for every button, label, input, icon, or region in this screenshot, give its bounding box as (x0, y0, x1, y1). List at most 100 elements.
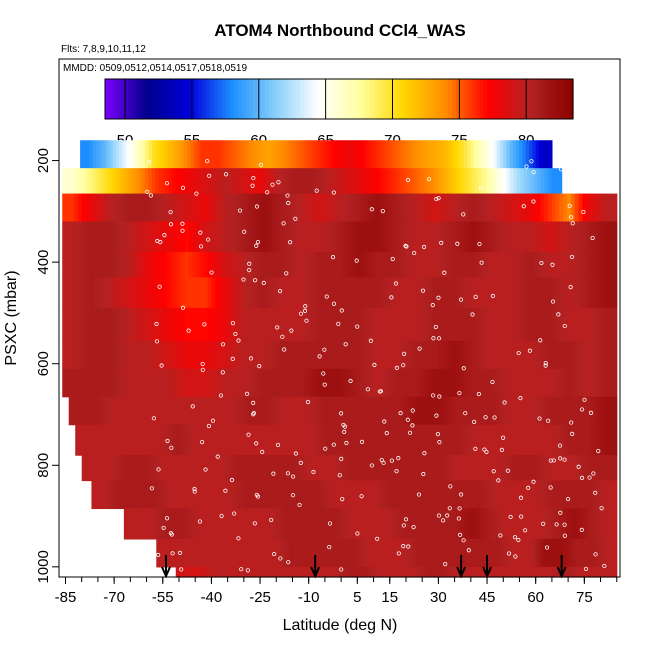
sample-point (508, 514, 513, 520)
heatmap-cell (585, 538, 589, 568)
heatmap-cell (429, 251, 434, 278)
heatmap-cell (500, 424, 506, 456)
heatmap-cell (184, 538, 189, 568)
heatmap-cell (418, 424, 424, 456)
heatmap-cell (253, 368, 258, 398)
colorbar-segment (557, 79, 562, 119)
heatmap-cell (558, 168, 563, 195)
heatmap-cell (207, 455, 212, 482)
heatmap-cell (268, 340, 274, 370)
y-tick-label: 1000 (35, 550, 52, 583)
sample-point (421, 471, 426, 477)
heatmap-cell (468, 480, 473, 510)
heatmap-cell (134, 307, 140, 342)
colorbar-segment (300, 79, 305, 119)
heatmap-cell (332, 424, 338, 456)
heatmap-cell (590, 396, 595, 426)
heatmap-cell (326, 193, 331, 223)
heatmap-cell (381, 424, 386, 456)
heatmap-cell (137, 455, 142, 482)
heatmap-cell (439, 455, 444, 482)
sample-point (543, 360, 548, 366)
heatmap-cell (483, 538, 488, 568)
heatmap-cell (593, 368, 599, 398)
heatmap-cell (446, 480, 451, 510)
heatmap-cell (330, 538, 335, 568)
heatmap-cell (233, 140, 237, 169)
heatmap-cell (259, 140, 263, 169)
heatmap-cell (437, 340, 442, 370)
heatmap-cell (222, 508, 227, 540)
heatmap-cell (340, 140, 345, 169)
sample-point (322, 347, 327, 352)
heatmap-cell (567, 221, 572, 253)
heatmap-cell (250, 396, 255, 426)
sample-point (407, 430, 413, 435)
heatmap-cell (226, 340, 232, 370)
heatmap-cell (236, 455, 241, 482)
heatmap-cell (570, 221, 576, 253)
heatmap-cell (213, 140, 218, 169)
heatmap-cell (364, 566, 368, 578)
sample-point (375, 536, 380, 541)
heatmap-cell (388, 566, 393, 578)
heatmap-cell (574, 340, 580, 370)
heatmap-cell (229, 455, 234, 482)
heatmap-cell (181, 508, 186, 540)
heatmap-cell (341, 368, 346, 398)
heatmap-cell (364, 368, 369, 398)
sample-point (569, 420, 574, 425)
heatmap-cell (142, 340, 147, 370)
heatmap-cell (334, 168, 339, 195)
heatmap-cell (491, 455, 496, 482)
heatmap-cell (97, 424, 102, 456)
heatmap-cell (287, 480, 292, 510)
heatmap-cell (605, 251, 610, 278)
heatmap-cell (184, 307, 190, 342)
heatmap-cell (324, 566, 329, 578)
heatmap-cell (291, 368, 297, 398)
heatmap-cell (322, 307, 327, 342)
heatmap-cell (431, 396, 436, 426)
heatmap-cell (402, 307, 408, 342)
heatmap-cell (536, 340, 541, 370)
heatmap-cell (85, 277, 90, 309)
heatmap-cell (181, 538, 186, 568)
heatmap-cell (89, 368, 94, 398)
heatmap-cell (203, 140, 208, 169)
heatmap-cell (240, 455, 245, 482)
sample-point (593, 490, 598, 495)
heatmap-cell (506, 140, 511, 169)
heatmap-cell (378, 396, 384, 426)
heatmap-cell (287, 340, 293, 370)
heatmap-cell (260, 566, 265, 578)
heatmap-cell (172, 168, 177, 195)
heatmap-cell (268, 307, 274, 342)
sample-point (180, 228, 185, 233)
heatmap-cell (531, 566, 536, 578)
heatmap-cell (574, 277, 580, 309)
sample-point (477, 241, 482, 247)
heatmap-cell (414, 251, 419, 278)
heatmap-cell (612, 396, 618, 426)
heatmap-cell (413, 168, 418, 195)
heatmap-cell (490, 221, 495, 253)
heatmap-cell (215, 307, 220, 342)
heatmap-cell (291, 566, 295, 578)
heatmap-cell (394, 307, 400, 342)
sample-point (340, 496, 345, 502)
heatmap-cell (251, 455, 256, 482)
heatmap-cell (266, 508, 271, 540)
heatmap-cell (225, 455, 230, 482)
heatmap-cell (375, 340, 381, 370)
heatmap-cell (245, 221, 251, 253)
heatmap-cell (120, 480, 125, 510)
heatmap-cell (177, 455, 182, 482)
heatmap-cell (269, 455, 275, 482)
heatmap-cell (578, 307, 583, 342)
sample-point (250, 412, 256, 417)
heatmap-cell (601, 566, 606, 578)
heatmap-cell (265, 424, 271, 456)
heatmap-cell (486, 340, 492, 370)
heatmap-cell (303, 307, 308, 342)
